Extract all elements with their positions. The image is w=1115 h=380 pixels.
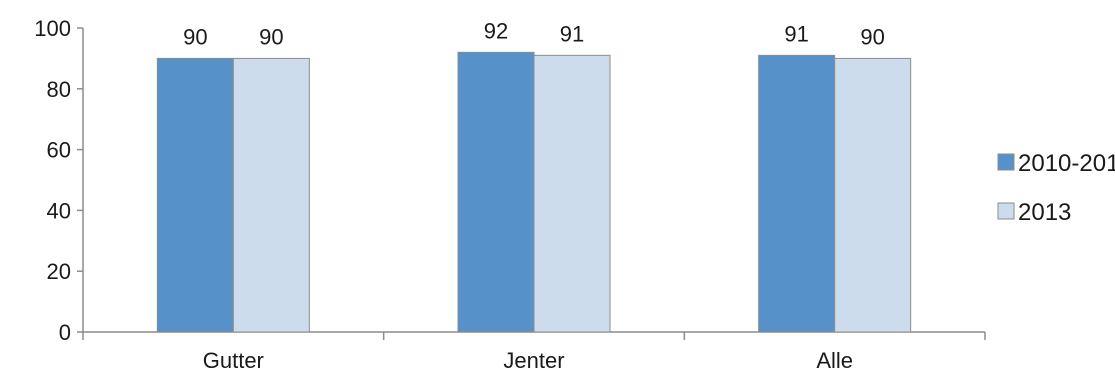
- bar-alle-series-0: [758, 54, 836, 333]
- data-label: 92: [484, 18, 508, 43]
- bars: [156, 51, 912, 333]
- y-tick-label: 20: [47, 259, 71, 284]
- y-axis: 0 20 40 60 80 100: [34, 16, 84, 345]
- legend-swatch: [997, 153, 1015, 171]
- legend-label: 2013: [1018, 199, 1071, 226]
- x-axis: Gutter Jenter Alle: [82, 331, 986, 373]
- bar-gutter-series-1: [232, 57, 310, 333]
- data-label: 90: [259, 24, 283, 49]
- data-label: 90: [183, 24, 207, 49]
- y-tick-label: 40: [47, 198, 71, 223]
- x-tick-label: Alle: [816, 348, 853, 373]
- y-tick-label: 0: [59, 320, 71, 345]
- bar-alle-series-1: [834, 57, 912, 333]
- data-label: 91: [560, 21, 584, 46]
- y-tick-label: 80: [47, 77, 71, 102]
- data-label: 90: [860, 24, 884, 49]
- bar-gutter-series-0: [156, 57, 234, 333]
- x-tick-label: Jenter: [503, 348, 564, 373]
- data-labels: 90 90 92 91 91 90: [183, 18, 885, 49]
- x-tick-label: Gutter: [203, 348, 264, 373]
- legend-swatch: [997, 202, 1015, 220]
- data-label: 91: [784, 21, 808, 46]
- y-tick-label: 100: [34, 16, 71, 41]
- y-tick-label: 60: [47, 138, 71, 163]
- bar-jenter-series-1: [533, 54, 611, 333]
- bar-jenter-series-0: [457, 51, 535, 333]
